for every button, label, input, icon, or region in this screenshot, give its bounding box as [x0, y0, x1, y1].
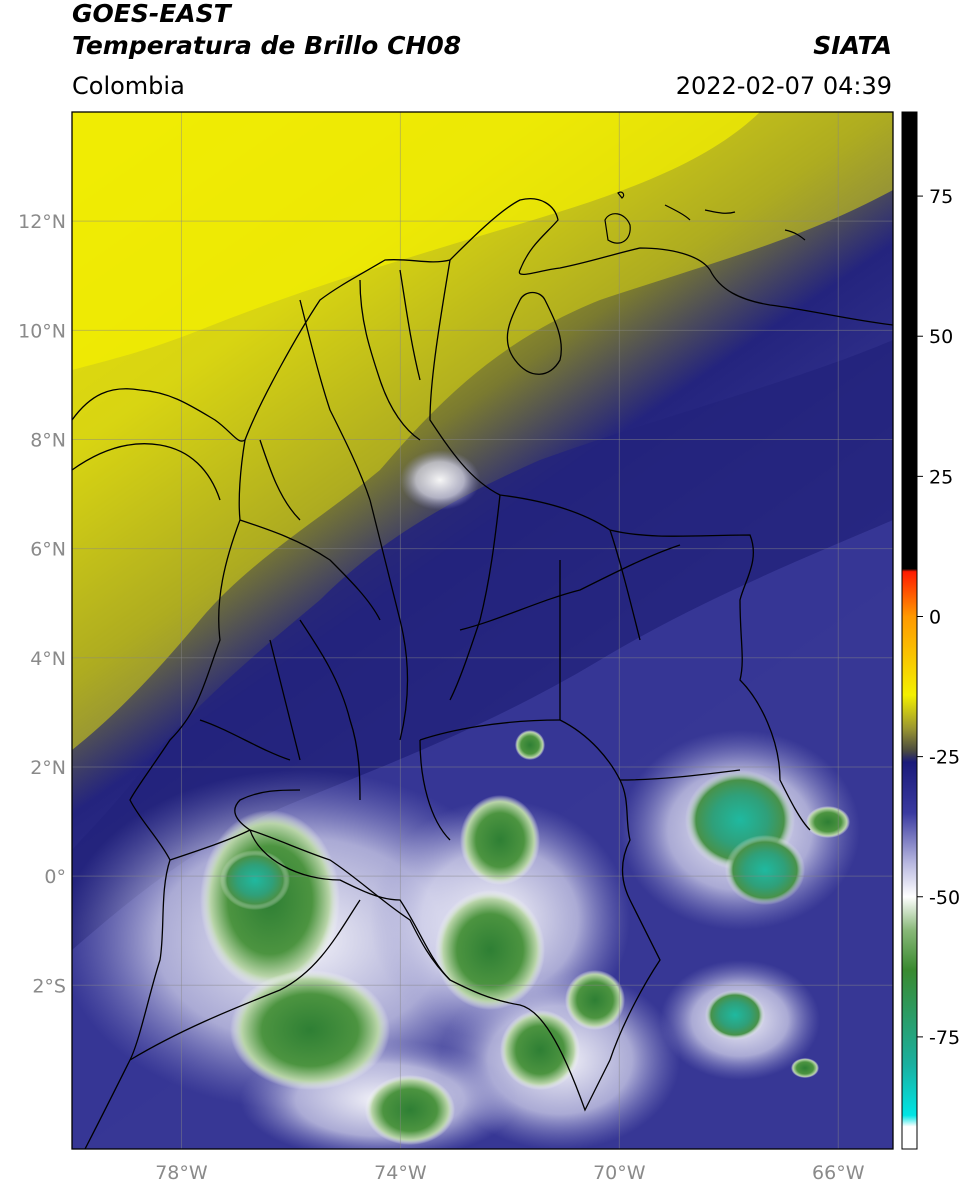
latitude-ticks: 12°N 10°N 8°N 6°N 4°N 2°N 0° 2°S [18, 211, 66, 997]
lon-tick-label: 66°W [812, 1162, 865, 1184]
colorbar-tick-label: -25 [929, 747, 960, 769]
map-gridlines [72, 112, 893, 1149]
colorbar-tick-label: 75 [929, 186, 953, 208]
lat-tick-label: 8°N [30, 429, 66, 451]
brightness-temperature-field [72, 112, 893, 1149]
datetime-label: 2022-02-07 04:39 [675, 72, 892, 100]
longitude-ticks: 78°W 74°W 70°W 66°W [155, 1162, 864, 1184]
lat-tick-label: 2°N [30, 757, 66, 779]
colorbar-tick-label: 50 [929, 326, 953, 348]
lat-tick-label: 6°N [30, 539, 66, 561]
lat-tick-label: 2°S [32, 975, 66, 997]
lon-tick-label: 74°W [374, 1162, 427, 1184]
lon-tick-label: 78°W [155, 1162, 208, 1184]
islands [604, 191, 806, 244]
satellite-title: GOES-EAST [72, 0, 231, 28]
country-borders [72, 198, 893, 1149]
product-title: Temperatura de Brillo CH08 [72, 31, 462, 60]
colorbar-tick-label: 0 [929, 606, 941, 628]
lat-tick-label: 10°N [18, 320, 66, 342]
colorbar-tick-label: -75 [929, 1027, 960, 1049]
region-label: Colombia [72, 72, 185, 100]
lat-tick-label: 4°N [30, 648, 66, 670]
source-label: SIATA [813, 31, 892, 60]
colorbar-tick-label: -50 [929, 887, 960, 909]
map-frame [71, 111, 894, 1150]
lon-tick-label: 70°W [593, 1162, 646, 1184]
lat-tick-label: 12°N [18, 211, 66, 233]
colorbar-tick-label: 25 [929, 466, 953, 488]
lat-tick-label: 0° [44, 866, 66, 888]
colorbar: 75 50 25 0 -25 -50 -75 [901, 111, 960, 1150]
